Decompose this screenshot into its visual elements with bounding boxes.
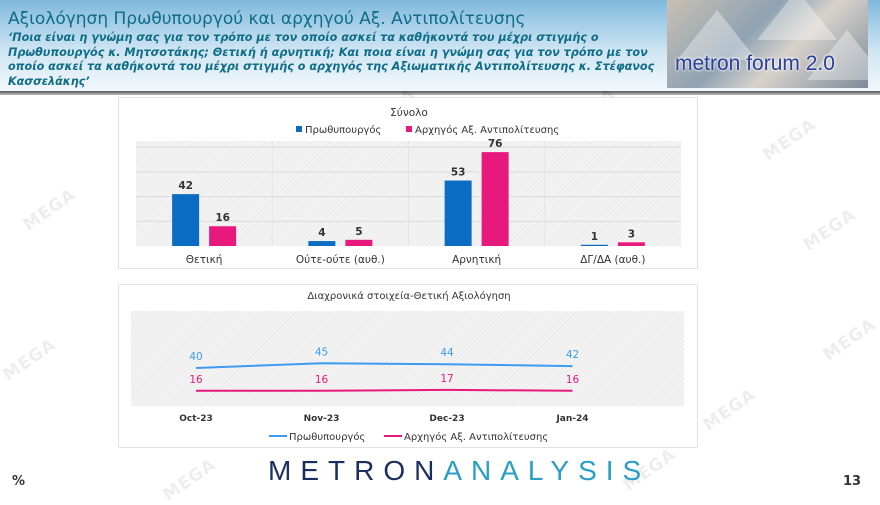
data-label: 40 [189, 351, 202, 363]
bar-opposition [481, 152, 509, 246]
category-label: Αρνητική [452, 254, 501, 266]
legend-label: Πρωθυπουργός [289, 431, 365, 443]
legend-label: Πρωθυπουργός [305, 124, 381, 136]
data-label: 16 [189, 374, 203, 386]
legend-label: Αρχηγός Αξ. Αντιπολίτευσης [404, 431, 548, 443]
data-label: 44 [440, 347, 454, 359]
unit-label: % [12, 474, 26, 489]
series-line-opposition [196, 388, 573, 392]
data-label: 42 [178, 180, 193, 192]
line-chart-panel: Διαχρονικά στοιχεία-Θετική Αξιολόγηση 40 4… [118, 284, 698, 448]
data-label: 42 [566, 349, 579, 361]
chart-title: Διαχρονικά στοιχεία-Θετική Αξιολόγηση [307, 290, 510, 302]
survey-question: ‘Ποια είναι η γνώμη σας για τον τρόπο με… [8, 31, 655, 88]
metron-analysis-logo: METRONANALYSIS [268, 455, 651, 486]
data-label: 1 [591, 231, 598, 243]
watermark: MEGA [19, 184, 80, 236]
watermark: MEGA [159, 454, 220, 505]
data-label: 76 [488, 138, 503, 150]
data-label: 16 [215, 212, 230, 224]
page-number: 13 [843, 474, 862, 489]
category-label: Θετική [186, 254, 223, 266]
bar-pm [308, 241, 336, 246]
x-tick-label: Dec-23 [429, 414, 464, 424]
data-label: 53 [451, 167, 466, 179]
watermark: MEGA [759, 114, 820, 166]
data-label: 3 [628, 228, 635, 240]
data-label: 4 [318, 227, 325, 239]
data-label: 5 [355, 226, 362, 238]
bar-chart: Σύνολο Πρωθυπουργός Αρχηγός Αξ. Αντιπολίτε… [136, 107, 681, 266]
data-label: 16 [566, 374, 580, 386]
watermark: MEGA [699, 384, 760, 436]
watermark: MEGA [799, 204, 860, 256]
bar-pm [444, 180, 472, 246]
legend-label: Αρχηγός Αξ. Αντιπολίτευσης [415, 124, 559, 136]
metron-forum-logo: metron forum 2.0 [667, 0, 868, 88]
chart-title: Σύνολο [390, 107, 428, 119]
data-label: 16 [315, 374, 329, 386]
data-label: 17 [440, 373, 453, 385]
category-label: Ούτε-ούτε (αυθ.) [296, 254, 385, 266]
bar-chart-panel: Σύνολο Πρωθυπουργός Αρχηγός Αξ. Αντιπολίτε… [118, 97, 698, 269]
bar-pm [172, 194, 200, 246]
page-title: Αξιολόγηση Πρωθυπουργού και αρχηγού Αξ. … [8, 9, 526, 29]
legend-swatch [296, 126, 302, 132]
data-label: 45 [315, 346, 328, 358]
logo-text: metron forum 2.0 [675, 52, 835, 75]
legend-swatch [406, 126, 412, 132]
bar-opposition [617, 242, 645, 246]
bar-opposition [209, 226, 237, 246]
line-chart: Διαχρονικά στοιχεία-Θετική Αξιολόγηση 40 4… [131, 290, 684, 443]
x-tick-label: Oct-23 [179, 414, 213, 424]
category-label: ΔΓ/ΔΑ (αυθ.) [580, 254, 645, 266]
bar-pm [580, 244, 608, 246]
bar-opposition [345, 239, 373, 246]
series-line-pm [195, 362, 573, 369]
watermark: MEGA [0, 334, 60, 386]
header-divider [0, 91, 880, 95]
x-tick-label: Nov-23 [304, 414, 340, 424]
watermark: MEGA [819, 314, 880, 366]
x-tick-label: Jan-24 [555, 414, 588, 424]
